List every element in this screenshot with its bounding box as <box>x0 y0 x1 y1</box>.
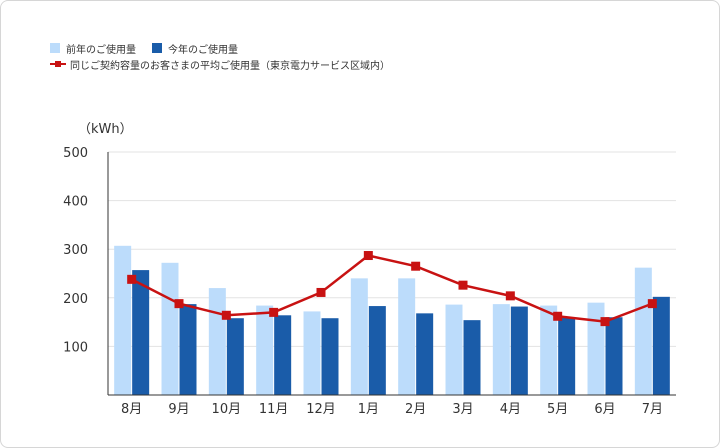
x-tick-label: 9月 <box>168 402 189 417</box>
x-tick-label: 5月 <box>547 402 568 417</box>
bar-previous-year <box>161 262 179 395</box>
bar-this-year <box>226 318 244 395</box>
average-line-marker <box>553 311 563 321</box>
x-tick-label: 8月 <box>121 402 142 417</box>
bar-this-year <box>510 306 528 395</box>
bar-previous-year <box>634 267 652 395</box>
legend-label-this-year: 今年のご使用量 <box>168 44 238 56</box>
legend-swatch-previous-year <box>50 43 60 53</box>
x-tick-label: 7月 <box>642 402 663 417</box>
bar-this-year <box>652 296 670 395</box>
y-tick-label: 100 <box>63 340 88 355</box>
x-tick-label: 2月 <box>405 402 426 417</box>
legend-item-previous-year: 前年のご使用量 <box>50 41 136 56</box>
x-tick-label: 1月 <box>358 402 379 417</box>
bar-previous-year <box>540 305 558 395</box>
y-tick-label: 400 <box>63 195 88 210</box>
legend-row-bars: 前年のご使用量 今年のご使用量 <box>50 40 406 56</box>
axes: 100 200 300 400 500 8月 9月 10月 11月 12月 1月 2月 3月 4月 5月 6月… <box>63 146 676 417</box>
x-tick-label: 11月 <box>259 402 289 417</box>
y-tick-label: 300 <box>63 243 88 258</box>
average-line-marker <box>316 287 326 297</box>
x-tick-label: 12月 <box>306 402 336 417</box>
legend-label-average: 同じご契約容量のお客さまの平均ご使用量（東京電力サービス区域内） <box>70 60 390 72</box>
average-line-marker <box>647 299 657 309</box>
bar-this-year <box>605 317 623 395</box>
legend-swatch-this-year <box>152 43 162 53</box>
average-line-marker <box>221 310 231 320</box>
bar-this-year <box>132 270 150 395</box>
average-line-marker <box>269 307 279 317</box>
gridlines <box>108 151 676 347</box>
bar-previous-year <box>445 304 463 395</box>
average-line-path <box>131 254 653 323</box>
average-line-marker <box>411 261 421 271</box>
bar-this-year <box>274 315 292 395</box>
bar-previous-year <box>587 302 605 395</box>
bar-previous-year <box>256 305 274 395</box>
bar-previous-year <box>398 278 416 395</box>
y-axis-unit-label: （kWh） <box>78 122 133 137</box>
legend-label-previous-year: 前年のご使用量 <box>66 44 136 56</box>
x-tick-label: 6月 <box>594 402 615 417</box>
legend: 前年のご使用量 今年のご使用量 同じご契約容量のお客さまの平均ご使用量（東京電力… <box>50 40 406 72</box>
average-line-marker <box>363 251 373 261</box>
y-tick-label: 500 <box>63 146 88 161</box>
legend-swatch-average <box>50 59 66 69</box>
x-tick-label: 3月 <box>452 402 473 417</box>
bar-previous-year <box>492 304 510 395</box>
bar-previous-year <box>208 288 226 395</box>
average-line-marker <box>505 291 515 301</box>
bar-this-year <box>179 304 197 395</box>
bar-this-year <box>321 318 339 395</box>
average-line-marker <box>600 317 610 327</box>
bar-this-year <box>416 313 434 395</box>
bar-previous-year <box>114 245 132 395</box>
average-line-marker <box>174 299 184 309</box>
bar-previous-year <box>303 311 321 395</box>
bar-this-year <box>368 306 386 395</box>
y-tick-label: 200 <box>63 292 88 307</box>
bar-previous-year <box>350 278 368 395</box>
average-line-marker <box>458 280 468 290</box>
average-line-marker <box>127 274 137 284</box>
legend-item-average: 同じご契約容量のお客さまの平均ご使用量（東京電力サービス区域内） <box>50 57 390 72</box>
bars <box>114 245 670 395</box>
legend-item-this-year: 今年のご使用量 <box>152 41 238 56</box>
x-tick-label: 4月 <box>500 402 521 417</box>
bar-this-year <box>463 320 481 395</box>
bar-this-year <box>558 317 576 395</box>
x-tick-label: 10月 <box>212 402 242 417</box>
average-line <box>127 251 657 327</box>
legend-row-line: 同じご契約容量のお客さまの平均ご使用量（東京電力サービス区域内） <box>50 56 406 72</box>
